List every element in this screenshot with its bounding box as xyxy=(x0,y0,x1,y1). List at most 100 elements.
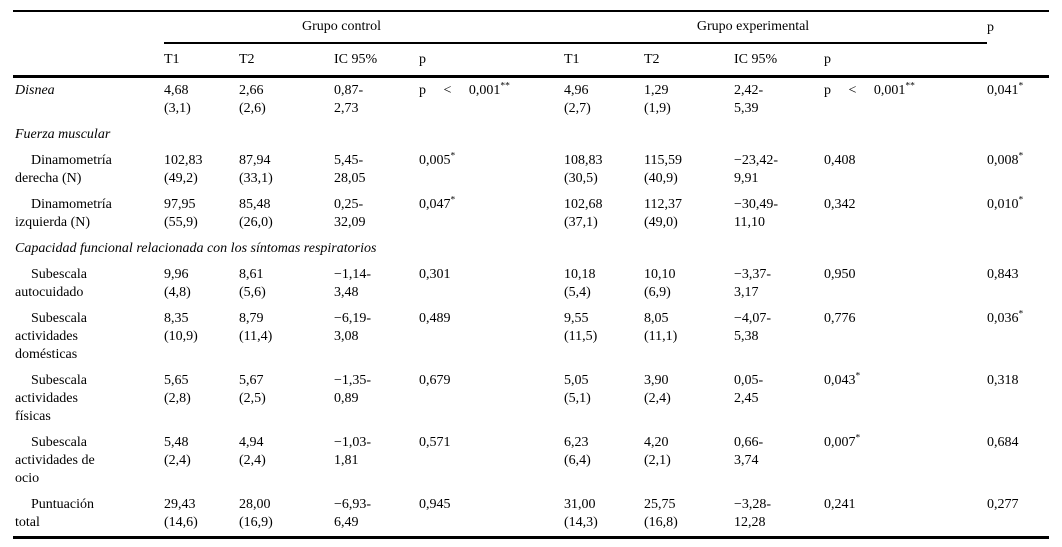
value-line: −6,93- xyxy=(334,497,372,512)
cell-e_ic: 0,05- 2,45 xyxy=(734,368,824,430)
cell-e_ic: −3,28- 12,28 xyxy=(734,492,824,539)
value-line: 4,68 xyxy=(164,83,189,98)
value-line: 108,83 xyxy=(564,153,603,168)
cell-c_p: p < 0,001** xyxy=(419,77,564,123)
value-line: 102,68 xyxy=(564,197,603,212)
cell-p: 0,684 xyxy=(987,430,1049,492)
control-t1-header: T1 xyxy=(164,43,239,78)
table-row: Fuerza muscular xyxy=(13,122,1049,148)
significance-marker: ** xyxy=(500,81,510,92)
cell-e_ic: −4,07- 5,38 xyxy=(734,306,824,368)
value-text: 0,007 xyxy=(824,435,856,450)
value-text: 0,776 xyxy=(824,311,856,326)
cell-e_p: 0,043* xyxy=(824,368,987,430)
row-label: Dinamometría izquierda (N) xyxy=(15,197,112,230)
value-line: 6,23 xyxy=(564,435,589,450)
value-line: −6,19- xyxy=(334,311,372,326)
value-line: 5,67 xyxy=(239,373,264,388)
value-line: 28,05 xyxy=(334,171,366,186)
value-line: −1,03- xyxy=(334,435,372,450)
value-line: (2,7) xyxy=(564,101,591,116)
cell-e_t2: 3,90 (2,4) xyxy=(644,368,734,430)
cell-c_t2: 8,61 (5,6) xyxy=(239,262,334,306)
cell-c_ic: −1,35- 0,89 xyxy=(334,368,419,430)
cell-c_t2: 8,79 (11,4) xyxy=(239,306,334,368)
table-row: Puntuación total 29,43 (14,6) 28,00 (16,9) −6… xyxy=(13,492,1050,539)
value-line: 4,94 xyxy=(239,435,264,450)
significance-marker: * xyxy=(855,433,861,444)
value-line: 8,79 xyxy=(239,311,264,326)
value-text: 0,950 xyxy=(824,267,856,282)
value-line: −4,07- xyxy=(734,311,772,326)
value-line: 87,94 xyxy=(239,153,271,168)
experimental-p-header: p xyxy=(824,43,988,78)
value-line: 112,37 xyxy=(644,197,682,212)
value-line: (6,9) xyxy=(644,285,671,300)
cell-e_t1: 5,05 (5,1) xyxy=(564,368,644,430)
cell-p: 0,008* xyxy=(987,148,1049,192)
table-row: Subescala autocuidado 9,96 (4,8) 8,61 (5,6) −… xyxy=(13,262,1049,306)
value-text: 0,843 xyxy=(987,267,1019,282)
value-line: 5,65 xyxy=(164,373,189,388)
cell-c_t1: 97,95 (55,9) xyxy=(164,192,239,236)
cell-p: 0,036* xyxy=(987,306,1049,368)
value-line: (2,4) xyxy=(239,453,266,468)
cell-c_ic: −1,14- 3,48 xyxy=(334,262,419,306)
value-line: 3,90 xyxy=(644,373,669,388)
cell-c_p: 0,005* xyxy=(419,148,564,192)
value-line: −30,49- xyxy=(734,197,779,212)
value-line: (11,4) xyxy=(239,329,273,344)
value-line: (30,5) xyxy=(564,171,598,186)
value-line: (2,4) xyxy=(644,391,671,406)
value-line: 6,49 xyxy=(334,515,359,530)
significance-marker: * xyxy=(450,195,456,206)
cell-p: 0,318 xyxy=(987,368,1049,430)
value-text: 0,684 xyxy=(987,435,1019,450)
table-row: Dinamometría izquierda (N) 97,95 (55,9) 85,… xyxy=(13,192,1049,236)
cell-e_p: 0,408 xyxy=(824,148,987,192)
value-line: 10,10 xyxy=(644,267,676,282)
table-row: Disnea 4,68 (3,1) 2,66 (2,6) 0,87- 2,73 p < 0,0… xyxy=(13,77,1049,123)
value-line: 29,43 xyxy=(164,497,196,512)
grupo-experimental-header: Grupo experimental xyxy=(564,10,988,44)
cell-e_t2: 1,29 (1,9) xyxy=(644,77,734,123)
value-text: 0,005 xyxy=(419,153,451,168)
cell-e_p: p < 0,001** xyxy=(824,77,987,123)
value-text: 0,036 xyxy=(987,311,1019,326)
cell-e_p: 0,007* xyxy=(824,430,987,492)
cell-c_p: 0,301 xyxy=(419,262,564,306)
cell-e_ic: 0,66- 3,74 xyxy=(734,430,824,492)
significance-marker: ** xyxy=(905,81,915,92)
value-line: 115,59 xyxy=(644,153,682,168)
cell-e_t1: 10,18 (5,4) xyxy=(564,262,644,306)
cell-c_t1: 102,83 (49,2) xyxy=(164,148,239,192)
cell-e_t1: 6,23 (6,4) xyxy=(564,430,644,492)
p-overall-subheader-empty xyxy=(987,43,1050,78)
control-t2-header: T2 xyxy=(239,43,334,78)
cell-c_p: 0,945 xyxy=(419,492,564,539)
cell-e_t2: 25,75 (16,8) xyxy=(644,492,734,539)
cell-e_ic: 2,42- 5,39 xyxy=(734,77,824,123)
label-header-empty xyxy=(13,10,164,43)
value-line: 32,09 xyxy=(334,215,366,230)
value-line: (11,1) xyxy=(644,329,678,344)
cell-c_t2: 85,48 (26,0) xyxy=(239,192,334,236)
value-line: 0,25- xyxy=(334,197,364,212)
value-line: (55,9) xyxy=(164,215,198,230)
cell-c_t1: 8,35 (10,9) xyxy=(164,306,239,368)
value-line: 5,38 xyxy=(734,329,759,344)
value-line: (40,9) xyxy=(644,171,678,186)
experimental-ic95-header: IC 95% xyxy=(734,43,824,78)
sub-header-row: T1 T2 IC 95% p T1 T2 IC 95% p xyxy=(13,43,1050,78)
value-text: 0,945 xyxy=(419,497,451,512)
value-line: (49,2) xyxy=(164,171,198,186)
value-line: −3,28- xyxy=(734,497,772,512)
value-text: 0,041 xyxy=(987,83,1019,98)
value-line: 8,35 xyxy=(164,311,189,326)
row-label: Subescala actividades domésticas xyxy=(15,311,87,362)
cell-c_ic: −6,93- 6,49 xyxy=(334,492,419,539)
row-label: Disnea xyxy=(15,83,55,98)
cell-e_ic: −3,37- 3,17 xyxy=(734,262,824,306)
value-line: 31,00 xyxy=(564,497,596,512)
value-line: 9,91 xyxy=(734,171,759,186)
